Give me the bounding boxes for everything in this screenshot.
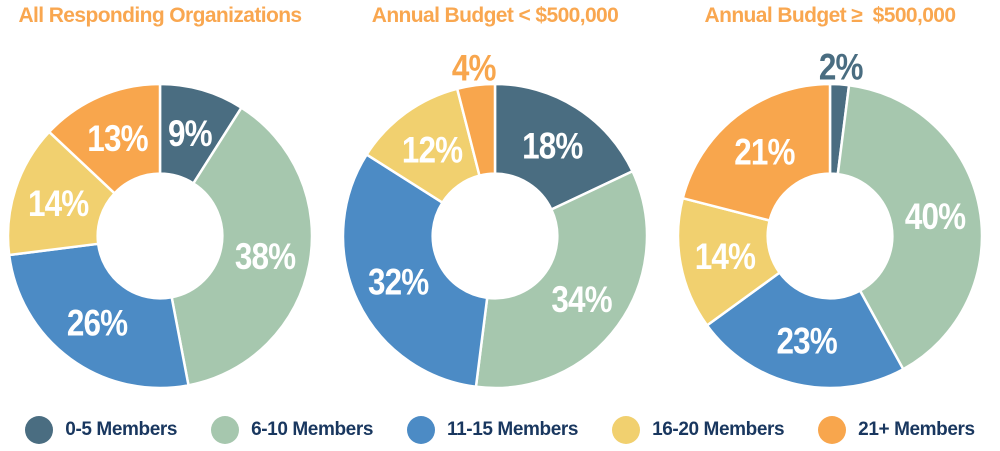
legend-item-label: 0-5 Members	[65, 419, 178, 440]
donut-slice-21-members	[455, 82, 497, 177]
chart-title: Annual Budget ≥ $500,000	[704, 4, 957, 27]
legend-dot-icon	[211, 416, 240, 444]
chart-budget-under-500k: Annual Budget < $500,000 18% 34% 32% 12% 4%	[335, 0, 655, 400]
slice-label-0-5-members: 18%	[522, 126, 583, 167]
donut-slice-21-members	[681, 82, 832, 222]
donut-slice-0-5-members	[493, 82, 634, 211]
donut-slice-6-10-members	[474, 170, 649, 390]
legend-item-0-5-members: 0-5 Members	[25, 416, 177, 444]
slice-label-21-members: 4%	[452, 48, 496, 89]
legend-item-6-10-members: 6-10 Members	[211, 416, 373, 444]
slice-label-16-20-members: 12%	[402, 130, 463, 171]
chart-budget-500k-plus: Annual Budget ≥ $500,000 2% 40% 23% 14% 21%	[670, 0, 990, 400]
slice-label-0-5-members: 2%	[819, 47, 863, 88]
legend-item-label: 6-10 Members	[251, 419, 373, 440]
donut-slice-6-10-members	[170, 106, 314, 387]
donut-chart: 18% 34% 32% 12% 4%	[341, 48, 649, 390]
legend-item-21-plus-members: 21+ Members	[818, 416, 975, 444]
legend-item-label: 11-15 Members	[447, 419, 579, 440]
legend-dot-icon	[612, 416, 641, 444]
legend-item-label: 21+ Members	[858, 419, 975, 440]
slice-label-11-15-members: 26%	[67, 303, 128, 344]
donut-slice-21-members	[47, 82, 162, 195]
legend-item-11-15-members: 11-15 Members	[407, 416, 578, 444]
slice-label-6-10-members: 34%	[551, 280, 612, 321]
slice-label-6-10-members: 38%	[235, 237, 296, 278]
legend-dot-icon	[25, 416, 54, 444]
legend-item-16-20-members: 16-20 Members	[612, 416, 785, 444]
donut-chart: 9% 38% 26% 14% 13%	[6, 82, 314, 390]
donut-slice-6-10-members	[836, 83, 984, 371]
legend: 0-5 Members 6-10 Members 11-15 Members 1…	[0, 410, 1000, 450]
slice-label-11-15-members: 32%	[368, 262, 429, 303]
slice-label-0-5-members: 9%	[168, 114, 212, 155]
legend-item-label: 16-20 Members	[652, 419, 785, 440]
donut-chart: 2% 40% 23% 14% 21%	[676, 47, 984, 390]
chart-title: Annual Budget < $500,000	[371, 4, 619, 27]
donut-slice-11-15-members	[7, 242, 190, 390]
slice-label-16-20-members: 14%	[28, 184, 89, 225]
legend-dot-icon	[818, 416, 847, 444]
donut-slice-16-20-members	[676, 196, 781, 327]
slice-label-16-20-members: 14%	[695, 237, 756, 278]
donut-slice-11-15-members	[705, 271, 905, 390]
donut-slice-16-20-members	[6, 130, 116, 257]
legend-dot-icon	[407, 416, 435, 444]
chart-all-organizations: All Responding Organizations 9% 38% 26% 14%…	[0, 0, 320, 400]
slice-label-21-members: 21%	[734, 132, 795, 173]
donut-slice-11-15-members	[341, 153, 489, 389]
chart-title: All Responding Organizations	[18, 4, 302, 27]
slice-label-6-10-members: 40%	[905, 197, 966, 238]
slice-label-11-15-members: 23%	[777, 321, 838, 362]
slice-label-21-members: 13%	[87, 118, 148, 159]
